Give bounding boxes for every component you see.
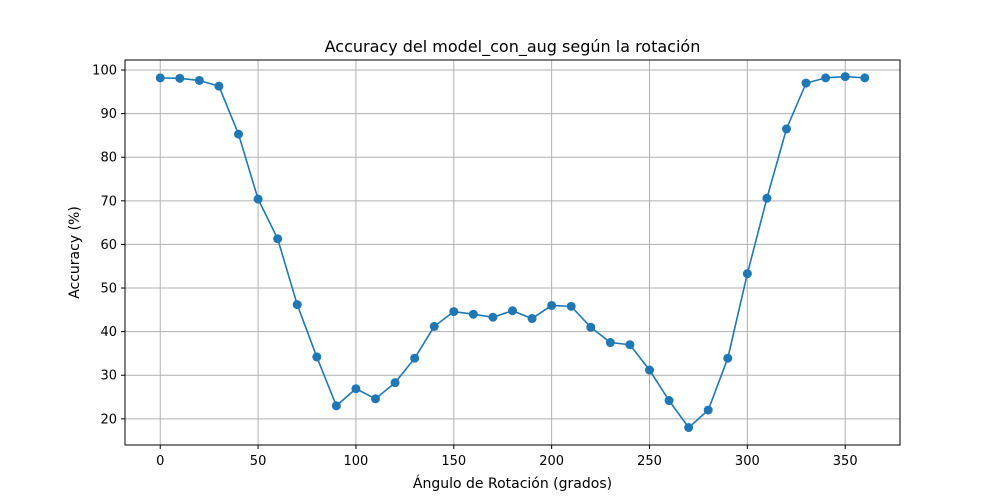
x-tick-label: 300 bbox=[735, 454, 760, 469]
data-point bbox=[703, 405, 713, 415]
x-tick-label: 150 bbox=[441, 454, 466, 469]
x-axis-title: Ángulo de Rotación (grados) bbox=[413, 475, 612, 492]
y-tick-label: 60 bbox=[100, 238, 117, 253]
data-point bbox=[234, 129, 244, 139]
data-point bbox=[175, 73, 185, 83]
data-point bbox=[821, 73, 831, 83]
x-tick-label: 350 bbox=[833, 454, 858, 469]
data-point bbox=[547, 300, 557, 310]
data-point bbox=[742, 269, 752, 279]
data-point bbox=[351, 384, 361, 394]
data-point bbox=[781, 124, 791, 134]
data-point bbox=[488, 312, 498, 322]
data-point bbox=[214, 81, 224, 91]
y-tick-label: 50 bbox=[100, 282, 117, 297]
grid-lines bbox=[125, 60, 900, 445]
data-series bbox=[155, 72, 870, 433]
data-point bbox=[664, 396, 674, 406]
plot-area bbox=[125, 60, 900, 445]
data-point bbox=[371, 394, 381, 404]
data-point bbox=[331, 401, 341, 411]
data-point bbox=[410, 353, 420, 363]
y-tick-label: 20 bbox=[100, 412, 117, 427]
y-tick-label: 30 bbox=[100, 369, 117, 384]
x-tick-label: 100 bbox=[344, 454, 369, 469]
data-point bbox=[273, 234, 283, 244]
y-axis-title: Accuracy (%) bbox=[67, 206, 83, 299]
x-tick-label: 50 bbox=[250, 454, 267, 469]
data-point bbox=[566, 301, 576, 311]
data-point bbox=[625, 340, 635, 350]
data-point bbox=[586, 322, 596, 332]
data-point bbox=[253, 194, 263, 204]
y-tick-label: 90 bbox=[100, 107, 117, 122]
plot-frame bbox=[124, 59, 901, 446]
data-point bbox=[508, 306, 517, 316]
x-tick-label: 200 bbox=[539, 454, 564, 469]
data-point bbox=[723, 353, 733, 363]
data-point bbox=[429, 321, 439, 331]
data-point bbox=[155, 73, 165, 83]
data-point bbox=[468, 309, 478, 319]
data-point bbox=[860, 73, 870, 83]
x-tick-label: 0 bbox=[156, 454, 164, 469]
data-point bbox=[312, 352, 322, 362]
y-tick-label: 70 bbox=[100, 194, 117, 209]
data-point bbox=[801, 78, 811, 88]
data-point bbox=[762, 193, 772, 203]
data-point bbox=[684, 423, 694, 433]
data-point bbox=[194, 75, 204, 85]
y-tick-label: 40 bbox=[100, 325, 117, 340]
data-point bbox=[840, 72, 850, 82]
data-point bbox=[390, 378, 400, 388]
data-point bbox=[449, 307, 459, 317]
chart-title: Accuracy del model_con_aug según la rota… bbox=[325, 37, 701, 57]
data-point bbox=[527, 314, 537, 324]
x-tick-label: 250 bbox=[637, 454, 662, 469]
data-point bbox=[605, 338, 615, 348]
y-tick-label: 100 bbox=[92, 64, 117, 79]
y-tick-label: 80 bbox=[100, 151, 117, 166]
data-point bbox=[644, 365, 654, 375]
data-point bbox=[292, 300, 302, 310]
axis-ticks: 0 50 100 150 200 250 300 350 20 30 40 50 60 70 80 90 100 bbox=[92, 64, 857, 469]
